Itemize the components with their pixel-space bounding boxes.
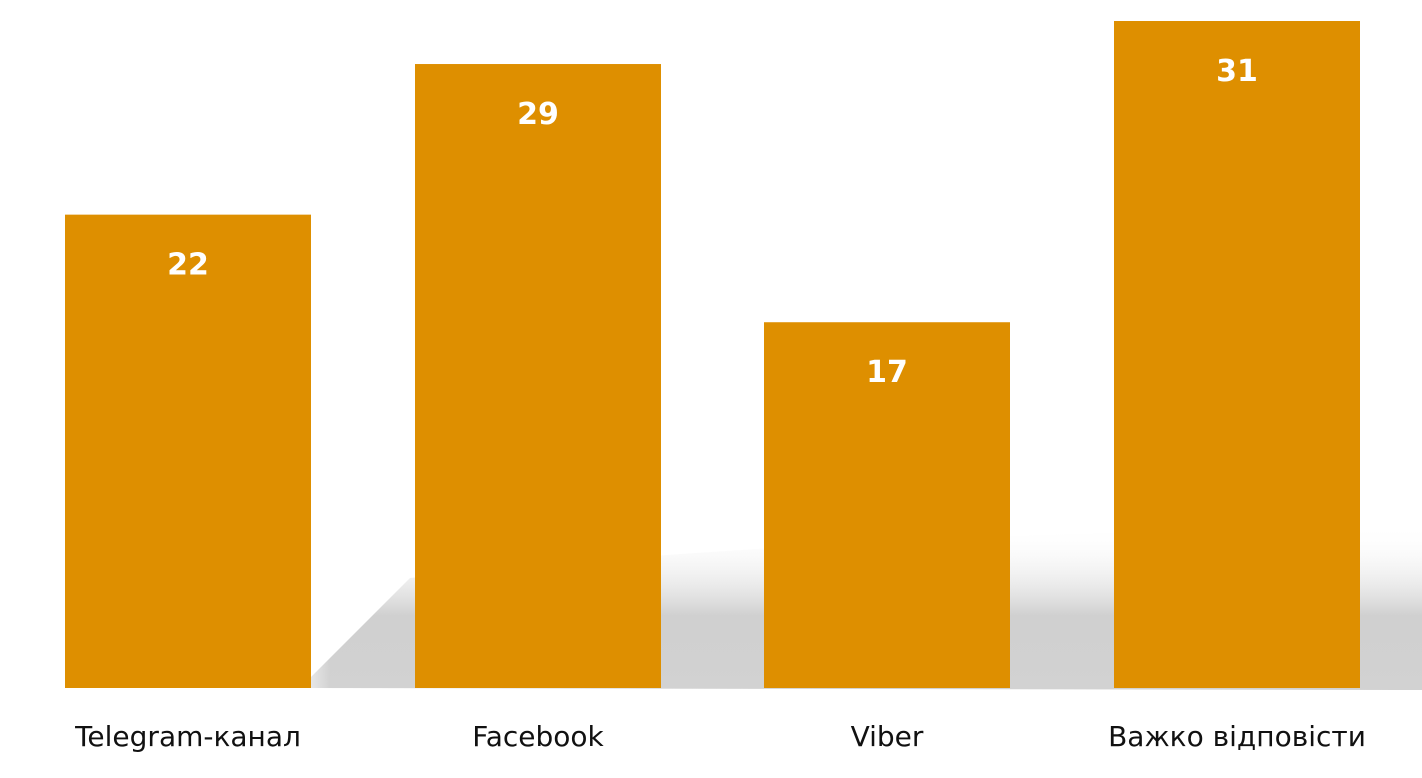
bar-value-label-4: 31 — [1216, 54, 1258, 89]
bar-value-label-2: 29 — [517, 97, 559, 132]
bars-group — [65, 21, 1360, 689]
bar-2 — [415, 64, 661, 689]
value-labels-group: 22 29 17 31 — [167, 54, 1258, 390]
bar-value-label-3: 17 — [866, 355, 908, 390]
bar-3 — [764, 322, 1010, 688]
category-label-4: Важко відповісти — [1108, 720, 1366, 753]
category-label-1: Telegram-канал — [74, 720, 301, 753]
category-label-2: Facebook — [472, 720, 604, 753]
bar-value-label-1: 22 — [167, 248, 209, 283]
bar-4 — [1114, 21, 1360, 688]
category-label-3: Viber — [851, 720, 924, 753]
bar-1 — [65, 214, 311, 689]
category-labels-group: Telegram-канал Facebook Viber Важко відпові… — [74, 720, 1366, 753]
